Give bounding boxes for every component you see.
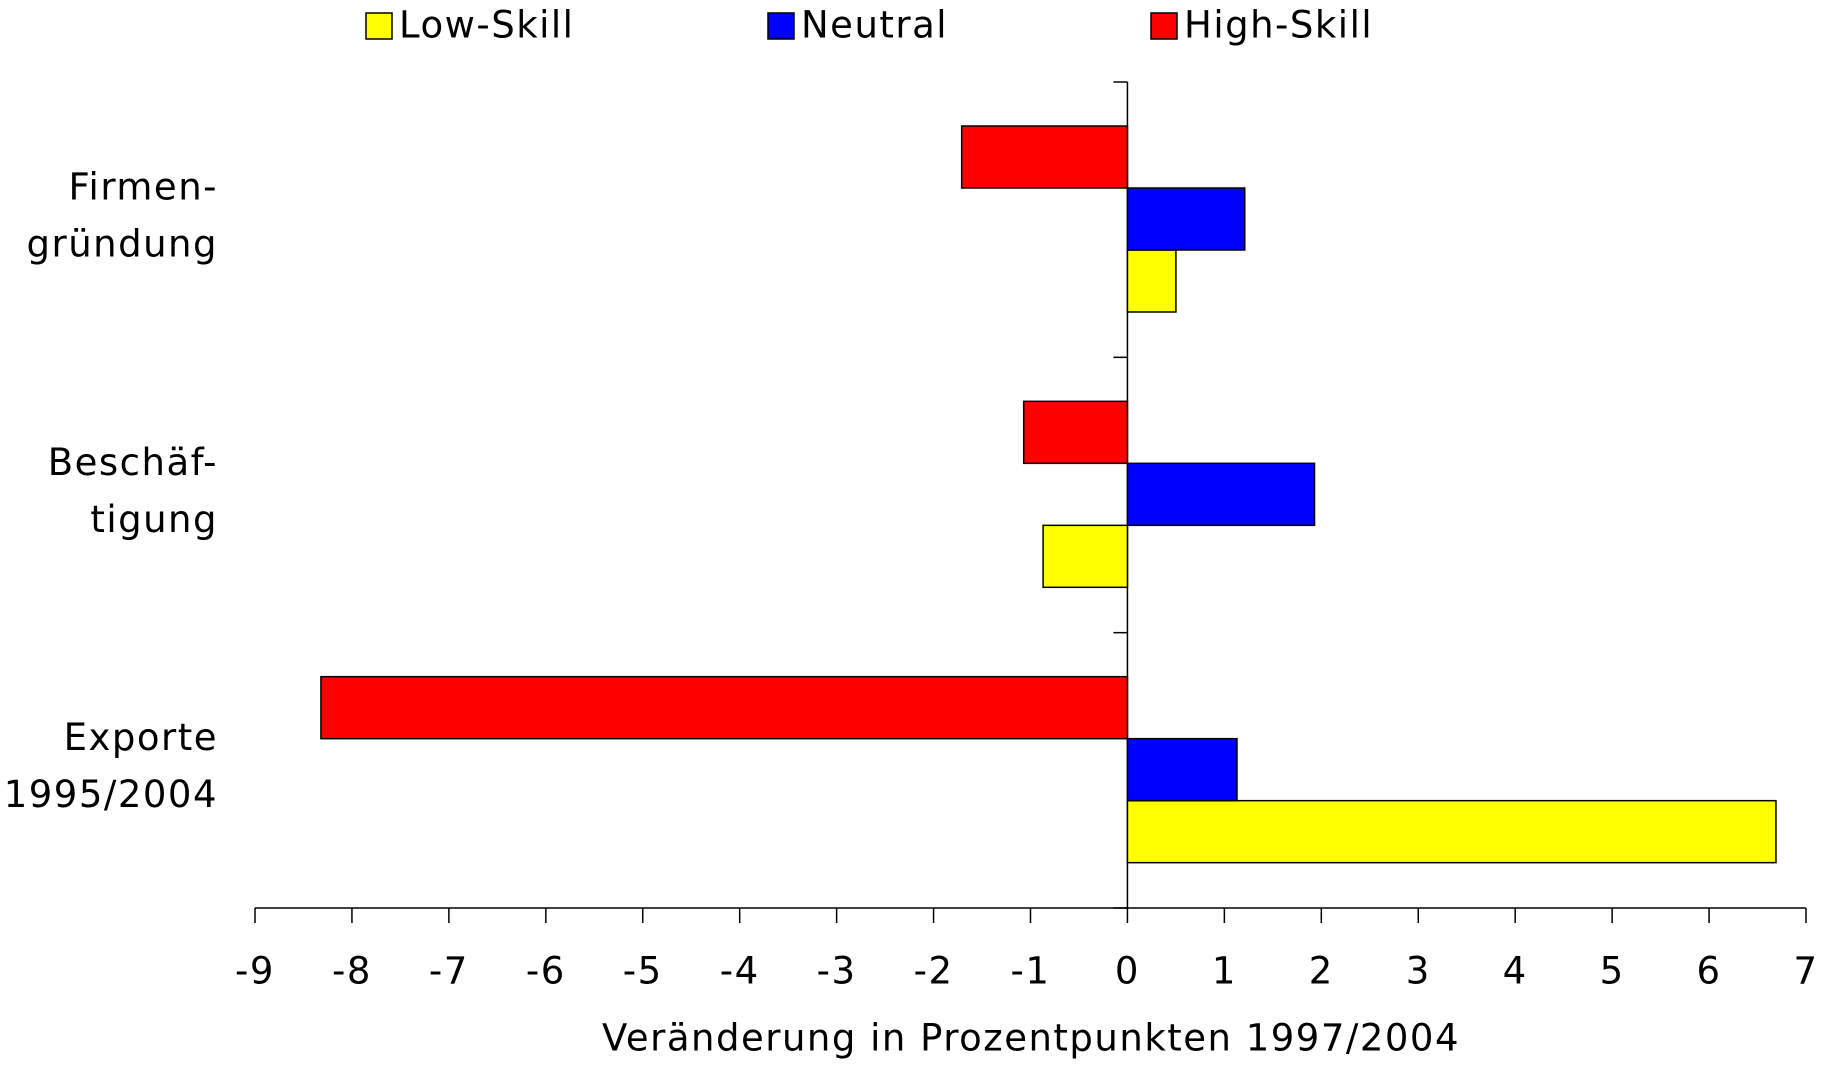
legend-label: Low-Skill (399, 4, 574, 47)
y-tick-label: Exporte (64, 716, 218, 759)
x-axis-label: Veränderung in Prozentpunkten 1997/2004 (602, 1017, 1460, 1060)
legend-label: Neutral (801, 4, 948, 47)
bar (1126, 737, 1238, 802)
bar (1126, 187, 1246, 251)
legend-label: High-Skill (1184, 4, 1373, 47)
y-tick-label: 1995/2004 (4, 773, 218, 816)
bar (1126, 462, 1316, 527)
x-tick-label: -9 (235, 950, 275, 993)
x-tick-label: -5 (623, 950, 663, 993)
y-tick-label: Firmen- (68, 166, 218, 209)
x-tick-label: 4 (1503, 950, 1528, 993)
bar (1022, 400, 1129, 465)
x-tick-label: -2 (914, 950, 954, 993)
bar (1126, 799, 1777, 864)
legend-swatch (767, 12, 795, 40)
bar (1126, 249, 1177, 313)
x-tick-label: 3 (1406, 950, 1431, 993)
x-tick-label: 2 (1309, 950, 1334, 993)
legend-swatch (365, 12, 393, 40)
x-tick-label: -7 (429, 950, 469, 993)
y-tick-label: Beschäf- (48, 441, 218, 484)
x-tick-label: 7 (1793, 950, 1818, 993)
legend-swatch (1150, 12, 1178, 40)
x-tick-label: -4 (720, 950, 760, 993)
bar (1042, 524, 1129, 589)
x-tick-label: -8 (332, 950, 372, 993)
x-tick-label: -1 (1011, 950, 1051, 993)
y-tick-label: tigung (90, 498, 218, 541)
bar (960, 125, 1129, 189)
y-tick-label: gründung (27, 223, 218, 266)
x-tick-label: -6 (526, 950, 566, 993)
bar (320, 675, 1129, 740)
x-tick-label: 6 (1697, 950, 1722, 993)
x-tick-label: -3 (817, 950, 857, 993)
x-tick-label: 0 (1115, 950, 1140, 993)
x-tick-label: 1 (1212, 950, 1237, 993)
x-tick-label: 5 (1600, 950, 1625, 993)
